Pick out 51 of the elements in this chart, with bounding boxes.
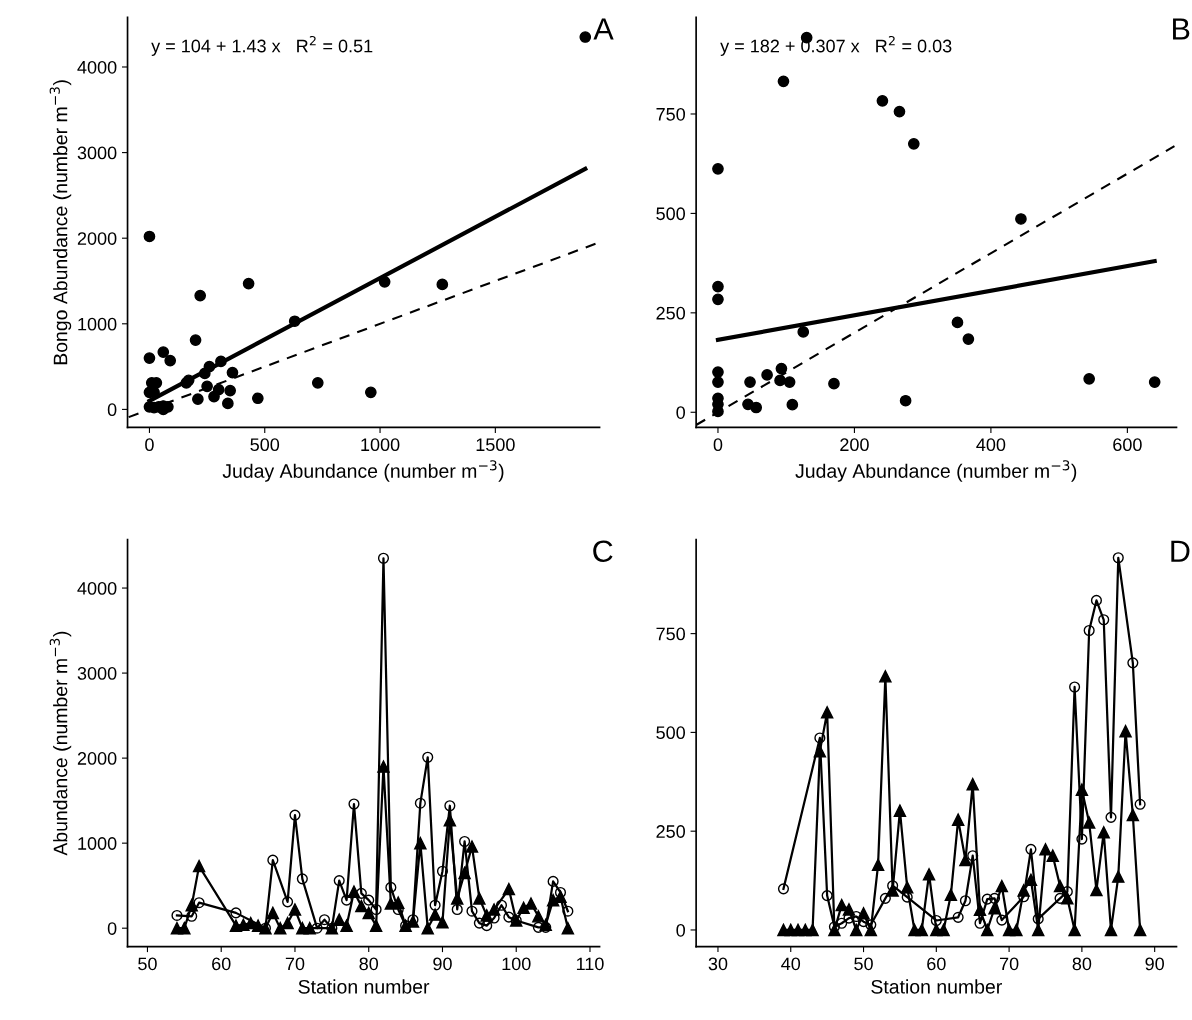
x-tick-label: 50 [138,957,157,971]
y-tick-label: 0 [676,406,686,419]
y-tick-label: 4000 [77,581,117,595]
y-tick-label: 1000 [78,837,117,850]
x-tick-label: 40 [781,957,801,971]
x-axis-title: Station number [871,979,1002,994]
x-tick-label: 200 [840,438,869,452]
x-tick-label: 60 [212,957,231,971]
x-tick-label: 500 [250,438,280,452]
annotation: B [1173,18,1190,40]
x-tick-label: 1500 [476,438,515,452]
y-tick-label: 4000 [77,60,117,74]
x-tick-label: 1000 [361,438,400,452]
y-tick-label: 2000 [77,232,117,245]
y-axis-title: Abundance (number m$^{−3}$) [49,631,72,856]
x-tick-label: 400 [976,438,1006,452]
y-tick-label: 250 [656,825,686,838]
x-tick-label: 90 [433,957,452,971]
x-tick-label: 0 [145,438,154,452]
x-tick-label: 60 [927,957,946,971]
x-tick-label: 80 [359,957,379,971]
x-tick-label: 110 [576,957,604,971]
x-tick-label: 80 [1072,957,1092,971]
y-tick-label: 3000 [77,146,117,160]
x-tick-label: 600 [1113,438,1142,452]
y-tick-label: 2000 [77,752,117,765]
x-tick-label: 100 [502,957,531,971]
y-tick-label: 0 [676,923,686,937]
y-tick-label: 500 [656,726,686,740]
x-tick-label: 0 [713,438,723,452]
y-tick-label: 0 [107,922,117,935]
y-tick-label: 500 [656,207,686,221]
annotation: C [593,540,613,563]
annotation: D [1171,540,1190,562]
x-axis-title: Station number [298,979,430,994]
annotation: A [593,18,614,40]
y-tick-label: 250 [656,306,686,320]
x-axis-title: Juday Abundance (number m$^{−3}$) [795,460,1077,482]
x-tick-label: 90 [1145,957,1165,971]
x-tick-label: 70 [999,957,1019,971]
y-axis-title: Bongo Abundance (number m$^{−3}$) [49,80,72,365]
x-tick-label: 30 [708,957,728,971]
x-tick-label: 70 [285,957,305,971]
y-tick-label: 3000 [77,667,117,680]
annotation: y = 104 + 1.43 x R$^{2}$ = 0.51 [151,35,373,56]
y-tick-label: 750 [656,627,686,641]
x-tick-label: 50 [854,957,873,971]
y-tick-label: 0 [107,403,117,417]
x-axis-title: Juday Abundance (number m$^{−3}$) [222,460,504,482]
y-tick-label: 750 [656,107,686,121]
y-tick-label: 1000 [78,317,117,331]
